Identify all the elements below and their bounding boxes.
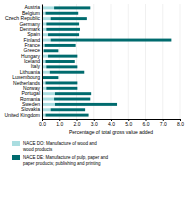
x-tick-label: 8.0 (177, 121, 184, 127)
bar (51, 17, 87, 20)
grid-line (42, 4, 43, 119)
y-tick-label: United Kingdom (4, 112, 40, 118)
x-tick: 0.0 (39, 119, 46, 127)
bar (54, 98, 90, 101)
bar (42, 17, 51, 20)
y-axis: AustriaBelgiumCzech RepublicGermanyDenma… (4, 4, 42, 119)
y-axis-line (42, 5, 43, 120)
bar (46, 28, 80, 31)
bar (42, 39, 51, 42)
grid-line (162, 4, 163, 119)
grid-line (145, 4, 146, 119)
bar (42, 6, 54, 9)
bar (44, 49, 59, 52)
x-tick-label: 1.0 (56, 121, 63, 127)
legend-swatch (12, 155, 20, 160)
legend-label-line: NACE DE: Manufacture of pulp, paper and (23, 155, 109, 160)
x-tick: 1.0 (56, 119, 63, 127)
legend-label-line: paper products; publishing and printing (23, 161, 101, 166)
chart: 0.0 1.0 2.0 3.0 4.0 5.0 6.0 7.0 8.0 AustriaBelgiu… (0, 0, 186, 200)
grid-line (180, 4, 181, 119)
legend-label: NACE DO: Manufacture of wood andwood pro… (23, 141, 97, 152)
bar (54, 6, 90, 9)
grid-line (111, 4, 112, 119)
bar (45, 12, 78, 15)
grid-line (93, 4, 94, 119)
x-tick: 8.0 (177, 119, 184, 127)
y-tick: United Kingdom (4, 112, 42, 118)
bar (48, 33, 79, 36)
x-tick-label: 3.0 (91, 121, 98, 127)
x-tick: 7.0 (160, 119, 167, 127)
x-tick-label: 0.0 (39, 121, 46, 127)
x-tick-label: 6.0 (143, 121, 150, 127)
bar (42, 103, 55, 106)
x-tick: 2.0 (74, 119, 81, 127)
grid-line (128, 4, 129, 119)
series (43, 6, 172, 116)
legend-item: NACE DO: Manufacture of wood andwood pro… (12, 141, 97, 152)
bar (55, 92, 91, 95)
bar (46, 65, 77, 68)
bar (46, 87, 77, 90)
legend: NACE DO: Manufacture of wood andwood pro… (12, 141, 109, 166)
x-tick-label: 5.0 (125, 121, 132, 127)
bar (45, 114, 88, 117)
bar (45, 60, 74, 63)
bar (45, 44, 76, 47)
x-tick: 5.0 (125, 119, 132, 127)
x-tick: 4.0 (108, 119, 115, 127)
bar (55, 103, 117, 106)
x-tick-label: 7.0 (160, 121, 167, 127)
bar (43, 76, 59, 79)
grid-line (76, 4, 77, 119)
bar (45, 81, 77, 84)
legend-label-line: NACE DO: Manufacture of wood and (23, 141, 97, 146)
x-tick: 6.0 (143, 119, 150, 127)
bar (42, 92, 55, 95)
bar (42, 98, 54, 101)
x-axis: 0.0 1.0 2.0 3.0 4.0 5.0 6.0 7.0 8.0 (39, 119, 184, 127)
x-tick: 3.0 (91, 119, 98, 127)
x-axis-title: Percentage of total gross value added (69, 129, 153, 135)
x-tick-label: 2.0 (74, 121, 81, 127)
bar (51, 39, 172, 42)
x-tick-label: 4.0 (108, 121, 115, 127)
legend-label: NACE DE: Manufacture of pulp, paper andp… (23, 155, 109, 166)
bar (50, 71, 84, 74)
bars (42, 6, 171, 116)
legend-label-line: wood products (23, 147, 53, 152)
bar (42, 108, 51, 111)
bar (42, 71, 50, 74)
legend-item: NACE DE: Manufacture of pulp, paper andp… (12, 155, 109, 166)
bar (46, 22, 79, 25)
bar (48, 55, 77, 58)
legend-swatch (12, 141, 20, 146)
grid (42, 4, 180, 119)
bar (51, 108, 86, 111)
